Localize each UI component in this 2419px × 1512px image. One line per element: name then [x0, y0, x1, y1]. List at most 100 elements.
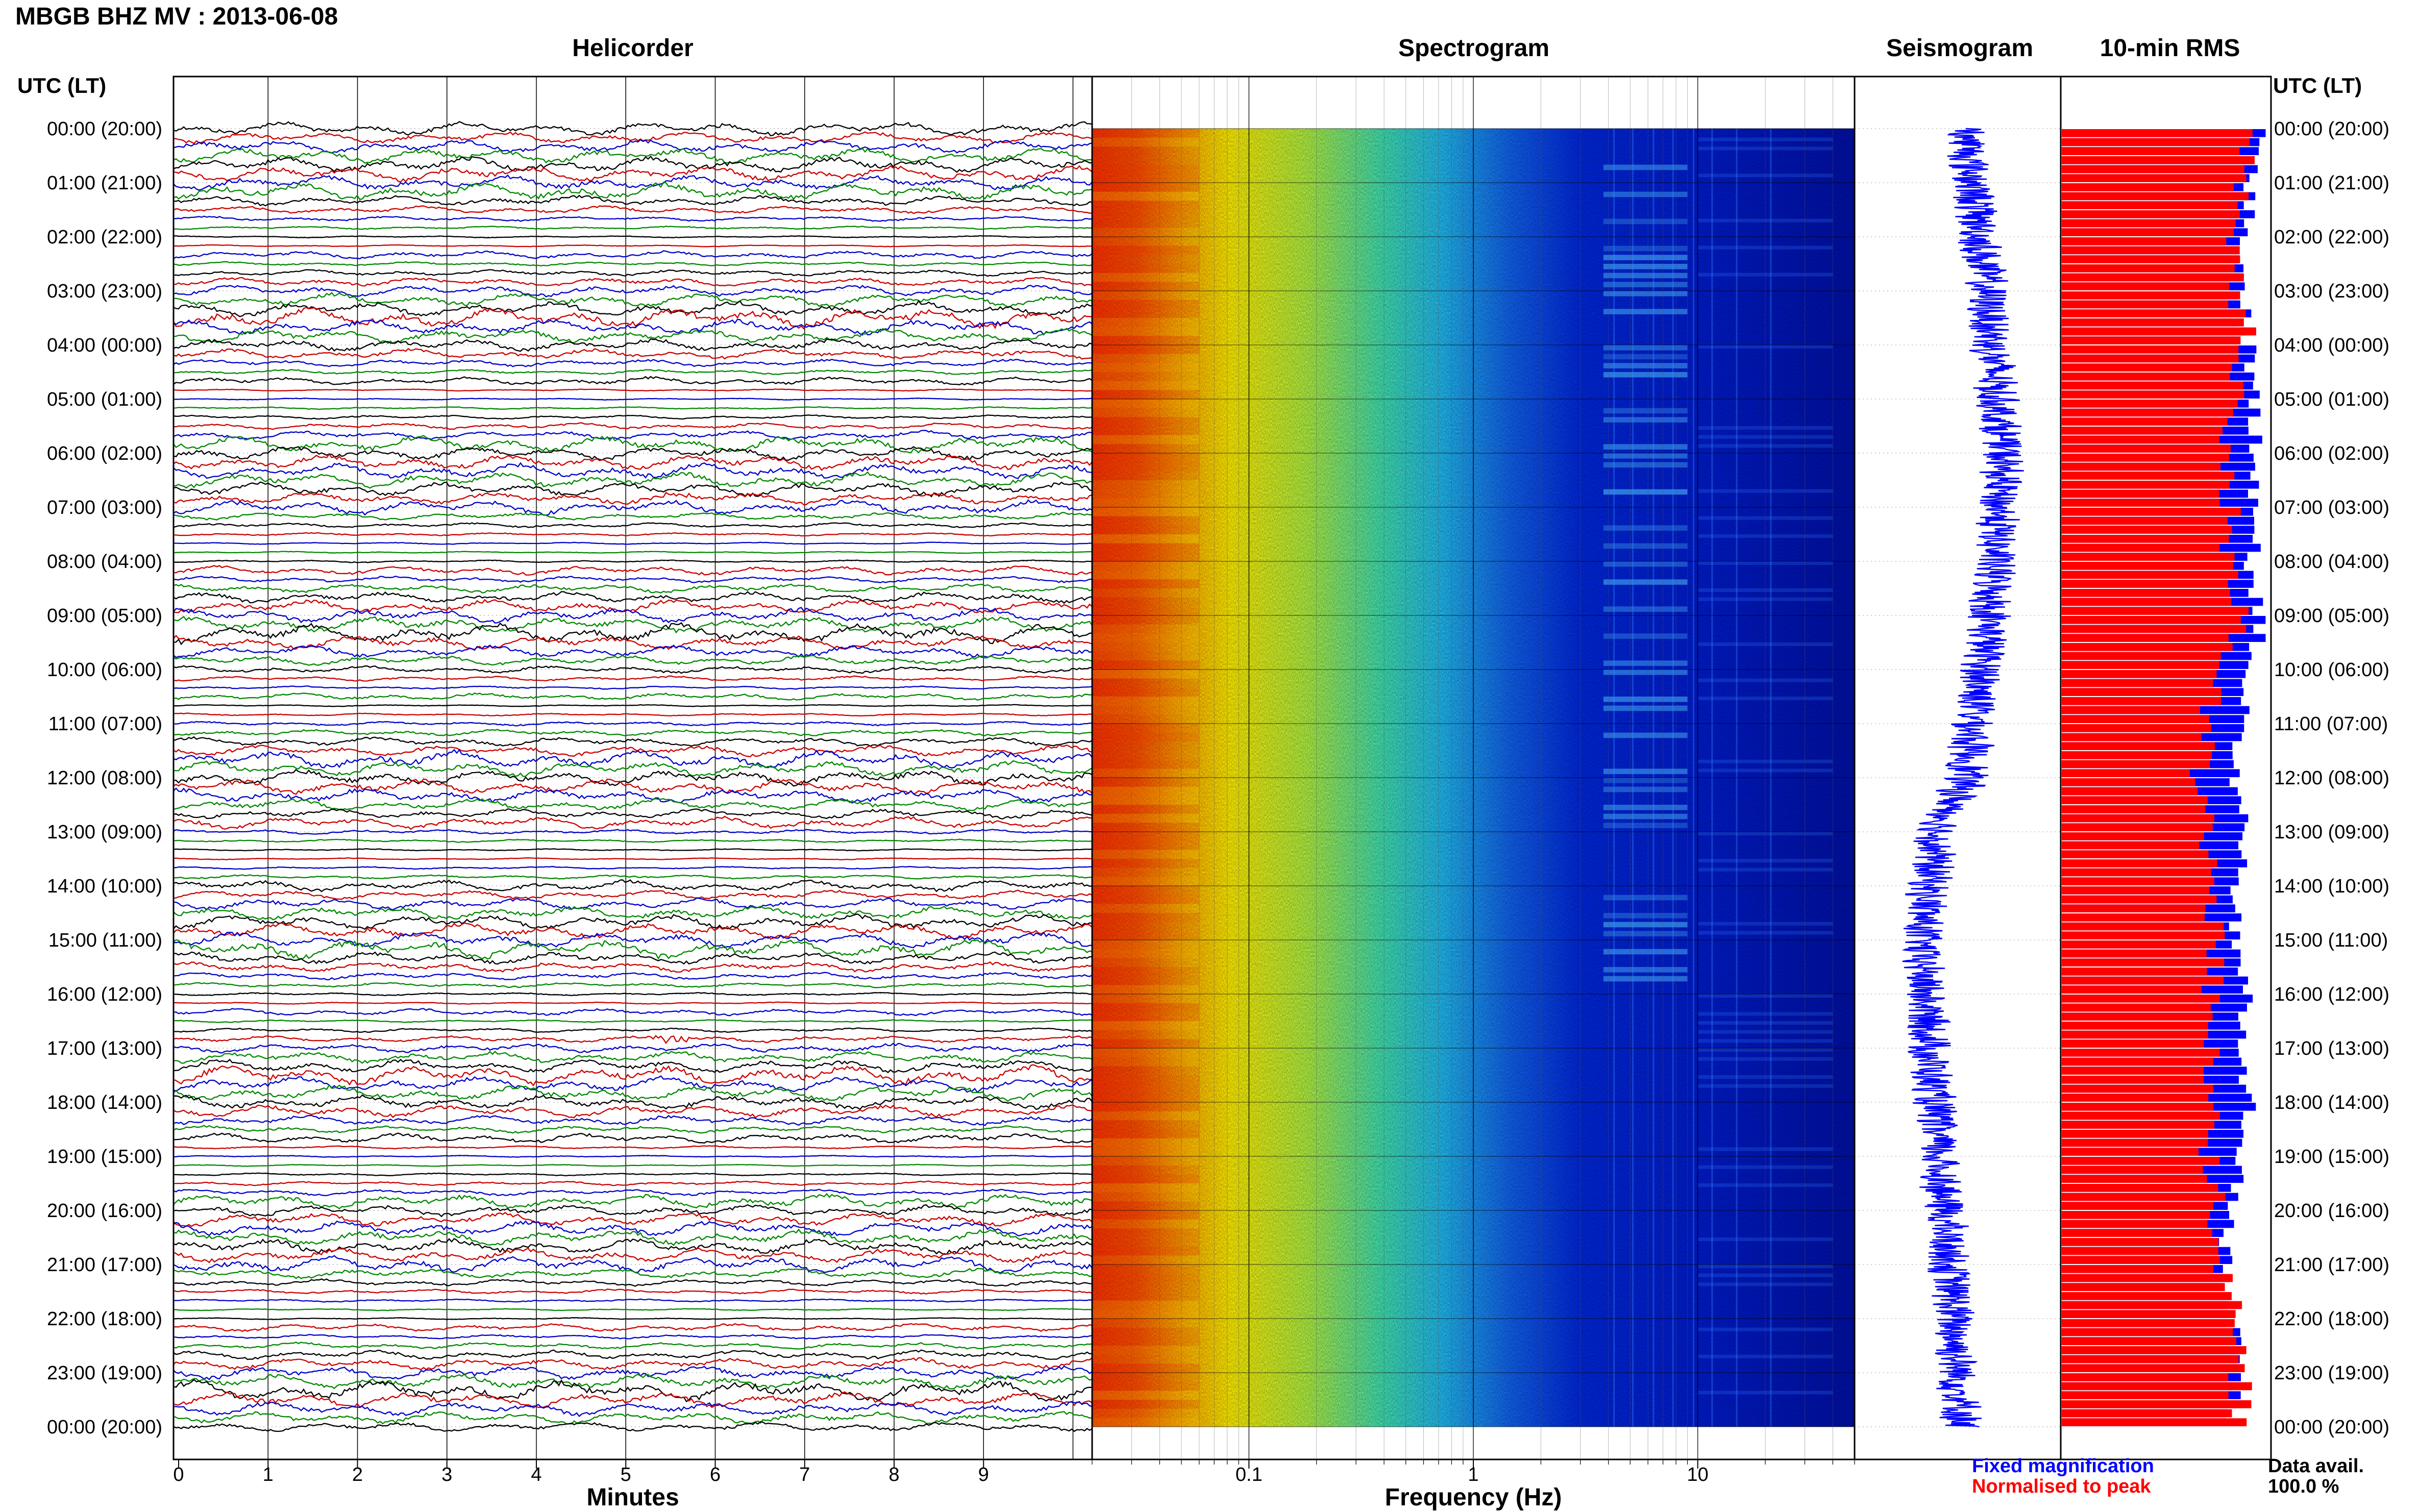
- helicorder-trace: [174, 499, 1092, 516]
- helicorder-trace: [174, 1193, 1092, 1209]
- helicorder-trace: [174, 889, 1092, 900]
- rms-normalised-bar: [2062, 1409, 2232, 1418]
- time-label-right: 06:00 (02:00): [2274, 443, 2389, 464]
- time-label-left: 11:00 (07:00): [48, 713, 162, 735]
- rms-normalised-bar: [2062, 706, 2200, 714]
- helicorder-trace: [174, 808, 1092, 820]
- rms-normalised-bar: [2062, 1184, 2218, 1192]
- helicorder-trace: [174, 1163, 1092, 1167]
- time-label-left: 05:00 (01:00): [47, 389, 162, 410]
- helicorder-trace: [174, 838, 1092, 843]
- helicorder-trace: [174, 205, 1092, 214]
- helicorder-trace: [174, 182, 1092, 201]
- rms-normalised-bar: [2062, 995, 2220, 1003]
- rms-normalised-bar: [2062, 922, 2224, 931]
- helicorder-trace: [174, 897, 1092, 911]
- helicorder-trace: [174, 1125, 1092, 1134]
- time-label-left: 14:00 (10:00): [47, 876, 162, 897]
- rms-title: 10-min RMS: [2100, 35, 2240, 62]
- helicorder-trace: [174, 250, 1092, 260]
- helicorder-trace: [174, 749, 1092, 769]
- seismogram-title: Seismogram: [1886, 35, 2033, 62]
- helicorder-trace: [174, 174, 1092, 191]
- time-label-left: 07:00 (03:00): [47, 497, 162, 518]
- rms-normalised-bar: [2062, 1301, 2242, 1309]
- rms-normalised-bar: [2062, 1084, 2214, 1093]
- time-label-right: 12:00 (08:00): [2274, 767, 2389, 789]
- rms-normalised-bar: [2062, 210, 2240, 218]
- helicorder-trace: [174, 829, 1092, 835]
- rms-normalised-bar: [2062, 679, 2213, 687]
- helicorder-trace: [174, 398, 1092, 401]
- rms-normalised-bar: [2062, 616, 2241, 624]
- rms-normalised-bar: [2062, 1076, 2204, 1084]
- spectrogram-x-tick: 10: [1687, 1464, 1709, 1485]
- time-label-left: 22:00 (18:00): [47, 1308, 162, 1330]
- rms-normalised-bar: [2062, 1049, 2220, 1057]
- rms-normalised-bar: [2062, 823, 2213, 831]
- rms-normalised-bar: [2062, 1130, 2208, 1138]
- time-label-left: 21:00 (17:00): [47, 1254, 162, 1276]
- rms-normalised-bar: [2062, 1166, 2203, 1174]
- helicorder-trace: [174, 1334, 1092, 1340]
- rms-normalised-bar: [2062, 940, 2216, 949]
- helicorder-trace: [174, 905, 1092, 921]
- rms-normalised-bar: [2062, 327, 2256, 336]
- rms-normalised-bar: [2062, 1328, 2233, 1336]
- time-label-left: 17:00 (13:00): [47, 1038, 162, 1059]
- helicorder-trace: [174, 358, 1092, 367]
- rms-normalised-bar: [2062, 1292, 2232, 1300]
- rms-normalised-bar: [2062, 805, 2206, 813]
- rms-normalised-bar: [2062, 282, 2230, 290]
- helicorder-trace: [174, 760, 1092, 777]
- helicorder-panel: 0 1 2 3 4 5 6 7 8 9 Minutes: [172, 76, 1093, 1511]
- helicorder-trace: [174, 1155, 1092, 1158]
- helicorder-trace: [174, 848, 1092, 852]
- helicorder-trace: [174, 131, 1092, 144]
- rms-normalised-bar: [2062, 138, 2250, 146]
- rms-normalised-bar: [2062, 688, 2221, 696]
- time-label-right: 16:00 (12:00): [2274, 984, 2389, 1005]
- time-label-right: 03:00 (23:00): [2274, 281, 2389, 302]
- helicorder-trace: [174, 462, 1092, 479]
- helicorder-x-label: Minutes: [586, 1484, 679, 1511]
- helicorder-trace: [174, 1188, 1092, 1197]
- helicorder-trace: [174, 1220, 1092, 1236]
- rms-normalised-bar: [2062, 1121, 2214, 1129]
- helicorder-trace: [174, 982, 1092, 988]
- time-axis-label-left: UTC (LT): [17, 73, 106, 97]
- time-label-right: 13:00 (09:00): [2274, 822, 2389, 843]
- helicorder-trace: [174, 931, 1092, 949]
- helicorder-trace: [174, 414, 1092, 420]
- time-label-right: 23:00 (19:00): [2274, 1362, 2389, 1384]
- helicorder-x-tick: 4: [531, 1464, 541, 1485]
- seismogram-panel: [1854, 76, 2062, 1460]
- data-avail-value: 100.0 %: [2268, 1476, 2339, 1497]
- helicorder-trace: [174, 599, 1092, 613]
- helicorder-trace: [174, 1211, 1092, 1227]
- time-label-right: 07:00 (03:00): [2274, 497, 2389, 518]
- rms-normalised-bar: [2062, 931, 2225, 939]
- helicorder-trace: [174, 292, 1092, 308]
- time-label-left: 16:00 (12:00): [47, 984, 162, 1005]
- helicorder-trace: [174, 388, 1092, 392]
- time-label-right: 04:00 (00:00): [2274, 335, 2389, 356]
- helicorder-trace: [174, 446, 1092, 461]
- helicorder-trace: [174, 951, 1092, 965]
- rms-normalised-bar: [2062, 264, 2235, 272]
- helicorder-trace: [174, 736, 1092, 747]
- rms-normalised-bar: [2062, 1247, 2218, 1255]
- helicorder-trace: [174, 769, 1092, 787]
- rms-normalised-bar: [2062, 489, 2219, 498]
- rms-normalised-bar: [2062, 814, 2214, 823]
- rms-normalised-bar: [2062, 201, 2238, 209]
- rms-normalised-bar: [2062, 913, 2205, 922]
- rms-normalised-bar: [2062, 697, 2221, 705]
- rms-normalised-bar: [2062, 345, 2239, 354]
- time-label-left: 01:00 (21:00): [47, 172, 162, 194]
- rms-normalised-bar: [2062, 1148, 2199, 1156]
- rms-normalised-bar: [2062, 1220, 2208, 1228]
- helicorder-trace: [174, 879, 1092, 893]
- rms-normalised-bar: [2062, 1391, 2229, 1399]
